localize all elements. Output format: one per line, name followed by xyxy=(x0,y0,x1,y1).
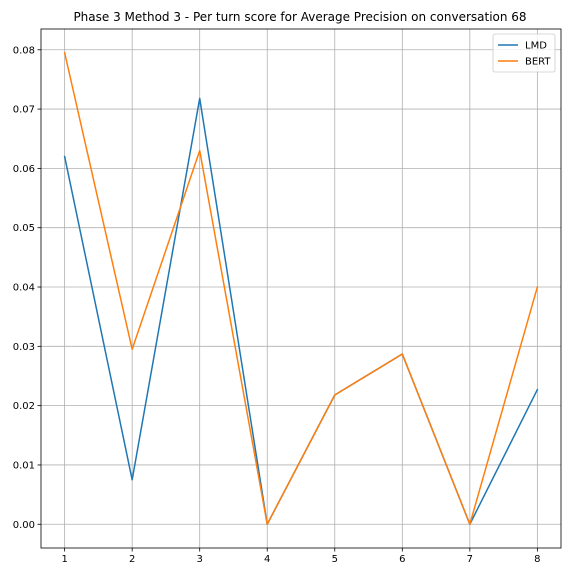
y-tick-label: 0.03 xyxy=(13,342,35,353)
x-tick-label: 7 xyxy=(467,554,473,565)
chart-title: Phase 3 Method 3 - Per turn score for Av… xyxy=(73,10,526,24)
legend-label-bert: BERT xyxy=(525,57,551,68)
y-tick-label: 0.07 xyxy=(13,105,35,116)
x-tick-label: 1 xyxy=(61,554,67,565)
grid-lines xyxy=(41,29,561,548)
y-tick-label: 0.08 xyxy=(13,45,35,56)
x-tick-label: 3 xyxy=(197,554,203,565)
x-tick-label: 4 xyxy=(264,554,270,565)
legend-box xyxy=(492,33,556,73)
y-tick-label: 0.00 xyxy=(13,520,35,531)
y-tick-label: 0.04 xyxy=(13,283,35,294)
axis-ticks: 1 2 3 4 5 6 7 8 0.00 0.01 0.02 0.03 0.04 0.05 0.06 0.07… xyxy=(13,45,541,565)
x-tick-label: 6 xyxy=(399,554,405,565)
x-tick-label: 5 xyxy=(332,554,338,565)
y-tick-label: 0.01 xyxy=(13,460,35,471)
x-tick-label: 2 xyxy=(129,554,135,565)
x-tick-label: 8 xyxy=(534,554,540,565)
y-tick-label: 0.06 xyxy=(13,164,35,175)
plot-area-frame xyxy=(40,28,562,549)
y-tick-label: 0.02 xyxy=(13,401,35,412)
series-line-bert xyxy=(63,51,539,526)
legend: LMD BERT xyxy=(492,33,556,73)
y-tick-label: 0.05 xyxy=(13,223,35,234)
legend-label-lmd: LMD xyxy=(525,41,547,52)
series-lines xyxy=(63,51,539,526)
